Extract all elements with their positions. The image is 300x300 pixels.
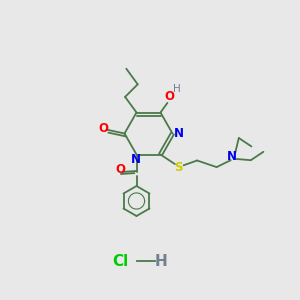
Text: N: N (131, 152, 141, 166)
Text: O: O (98, 122, 108, 135)
Text: O: O (164, 90, 174, 104)
Text: H: H (154, 254, 167, 268)
Text: H: H (172, 83, 180, 94)
Text: Cl: Cl (112, 254, 128, 268)
Text: O: O (115, 163, 125, 176)
Text: N: N (227, 150, 237, 163)
Text: N: N (174, 127, 184, 140)
Text: S: S (174, 160, 183, 174)
